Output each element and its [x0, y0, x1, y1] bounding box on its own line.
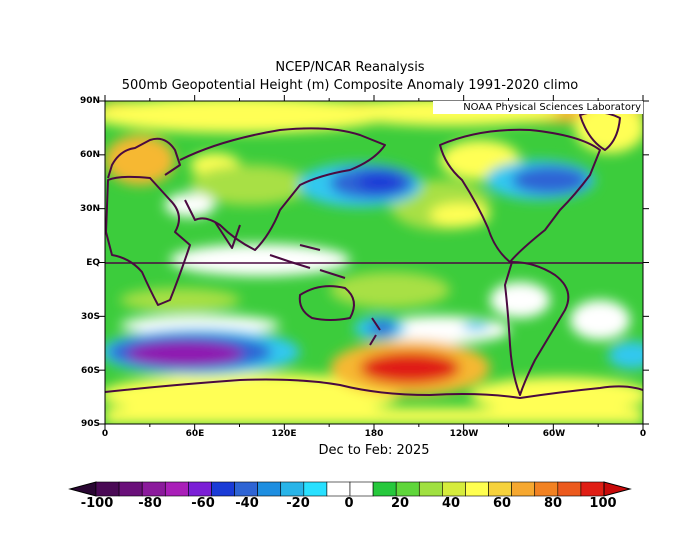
colorbar-swatch — [395, 481, 420, 497]
colorbar-label: -80 — [138, 496, 162, 511]
south-pacific-weak-positive — [330, 272, 450, 308]
colorbar-label: 0 — [344, 496, 354, 511]
neutral-patch — [170, 244, 350, 276]
colorbar-swatch — [257, 481, 282, 497]
colorbar-swatch — [372, 481, 397, 497]
colorbar-swatch — [557, 481, 582, 497]
colorbar-swatch — [442, 481, 466, 497]
coastlines — [105, 111, 643, 399]
chart-subtitle: 500mb Geopotential Height (m) Composite … — [121, 78, 579, 93]
lon-label-0: 0 — [101, 429, 109, 439]
arctic-positive-region — [105, 101, 390, 133]
neutral-patch — [570, 300, 630, 340]
colorbar-label: 40 — [441, 496, 461, 511]
north-america-negative — [512, 166, 588, 194]
lat-label-90n: 90N — [79, 96, 100, 106]
lat-label-30n: 30N — [79, 204, 100, 214]
colorbar-swatch — [303, 481, 328, 497]
colorbar-swatch — [280, 481, 305, 497]
neutral-patch — [165, 193, 215, 217]
period-label: Dec to Feb: 2025 — [318, 443, 430, 458]
antarctic-positive — [105, 408, 643, 424]
colorbar-swatch — [326, 481, 351, 497]
colorbar-swatch — [141, 481, 166, 497]
colorbar-swatch — [211, 481, 235, 497]
lat-label-90s: 90S — [80, 419, 100, 429]
colorbar-label: -40 — [235, 496, 259, 511]
colorbar-right-arrow — [603, 481, 632, 497]
neutral-patch — [490, 282, 550, 318]
indian-ocean-weak-positive — [120, 288, 240, 312]
europe-positive — [105, 135, 175, 185]
lon-label-60e: 60E — [185, 429, 205, 439]
neutral-patch — [120, 315, 280, 335]
colorbar-swatch — [465, 481, 489, 497]
colorbar-swatch — [511, 481, 536, 497]
north-pacific-negative-core — [358, 172, 402, 192]
lon-label-120w: 120W — [449, 429, 479, 439]
tasman-negative-core — [368, 321, 396, 335]
colorbar-label: 80 — [543, 496, 563, 511]
small-negative — [462, 321, 490, 331]
lon-label-60w: 60W — [542, 429, 566, 439]
colorbar-label: -100 — [80, 496, 114, 511]
chart-title: NCEP/NCAR Reanalysis — [275, 60, 425, 75]
colorbar-label: 60 — [492, 496, 512, 511]
lat-label-60s: 60S — [80, 366, 100, 376]
colorbar-label: 20 — [390, 496, 410, 511]
colorbar-left-arrow — [68, 481, 97, 497]
colorbar-swatch — [95, 481, 120, 497]
lat-label-30s: 30S — [80, 312, 100, 322]
asia-weak-positive — [190, 165, 310, 205]
southern-positive-belt-2 — [470, 377, 643, 413]
lon-label-0-east: 0 — [639, 429, 647, 439]
south-pacific-positive-core — [360, 352, 460, 384]
greenland-positive — [575, 103, 643, 153]
colorbar-swatch — [234, 481, 258, 497]
colorbar-label: -20 — [286, 496, 310, 511]
colorbar-swatch — [349, 481, 374, 497]
colorbar-swatch — [418, 481, 443, 497]
southern-ocean-negative-core — [127, 341, 243, 367]
colorbar-swatch — [488, 481, 512, 497]
lon-label-180: 180 — [364, 429, 384, 439]
colorbar-swatch — [580, 481, 605, 497]
colorbar-label: 100 — [589, 496, 617, 511]
credit-label: NOAA Physical Sciences Laboratory — [433, 101, 643, 114]
colorbar — [68, 481, 632, 497]
pacific-positive — [430, 203, 490, 227]
lat-label-eq: EQ — [86, 258, 100, 268]
colorbar-swatch — [164, 481, 189, 497]
lat-label-60n: 60N — [79, 150, 100, 160]
map-field — [105, 101, 643, 424]
axis-ticks — [99, 95, 649, 430]
colorbar-swatch — [534, 481, 559, 497]
colorbar-label: -60 — [191, 496, 215, 511]
colorbar-swatch — [118, 481, 143, 497]
colorbar-swatch — [188, 481, 212, 497]
south-atlantic-negative — [608, 341, 643, 369]
lon-label-120e: 120E — [271, 429, 297, 439]
